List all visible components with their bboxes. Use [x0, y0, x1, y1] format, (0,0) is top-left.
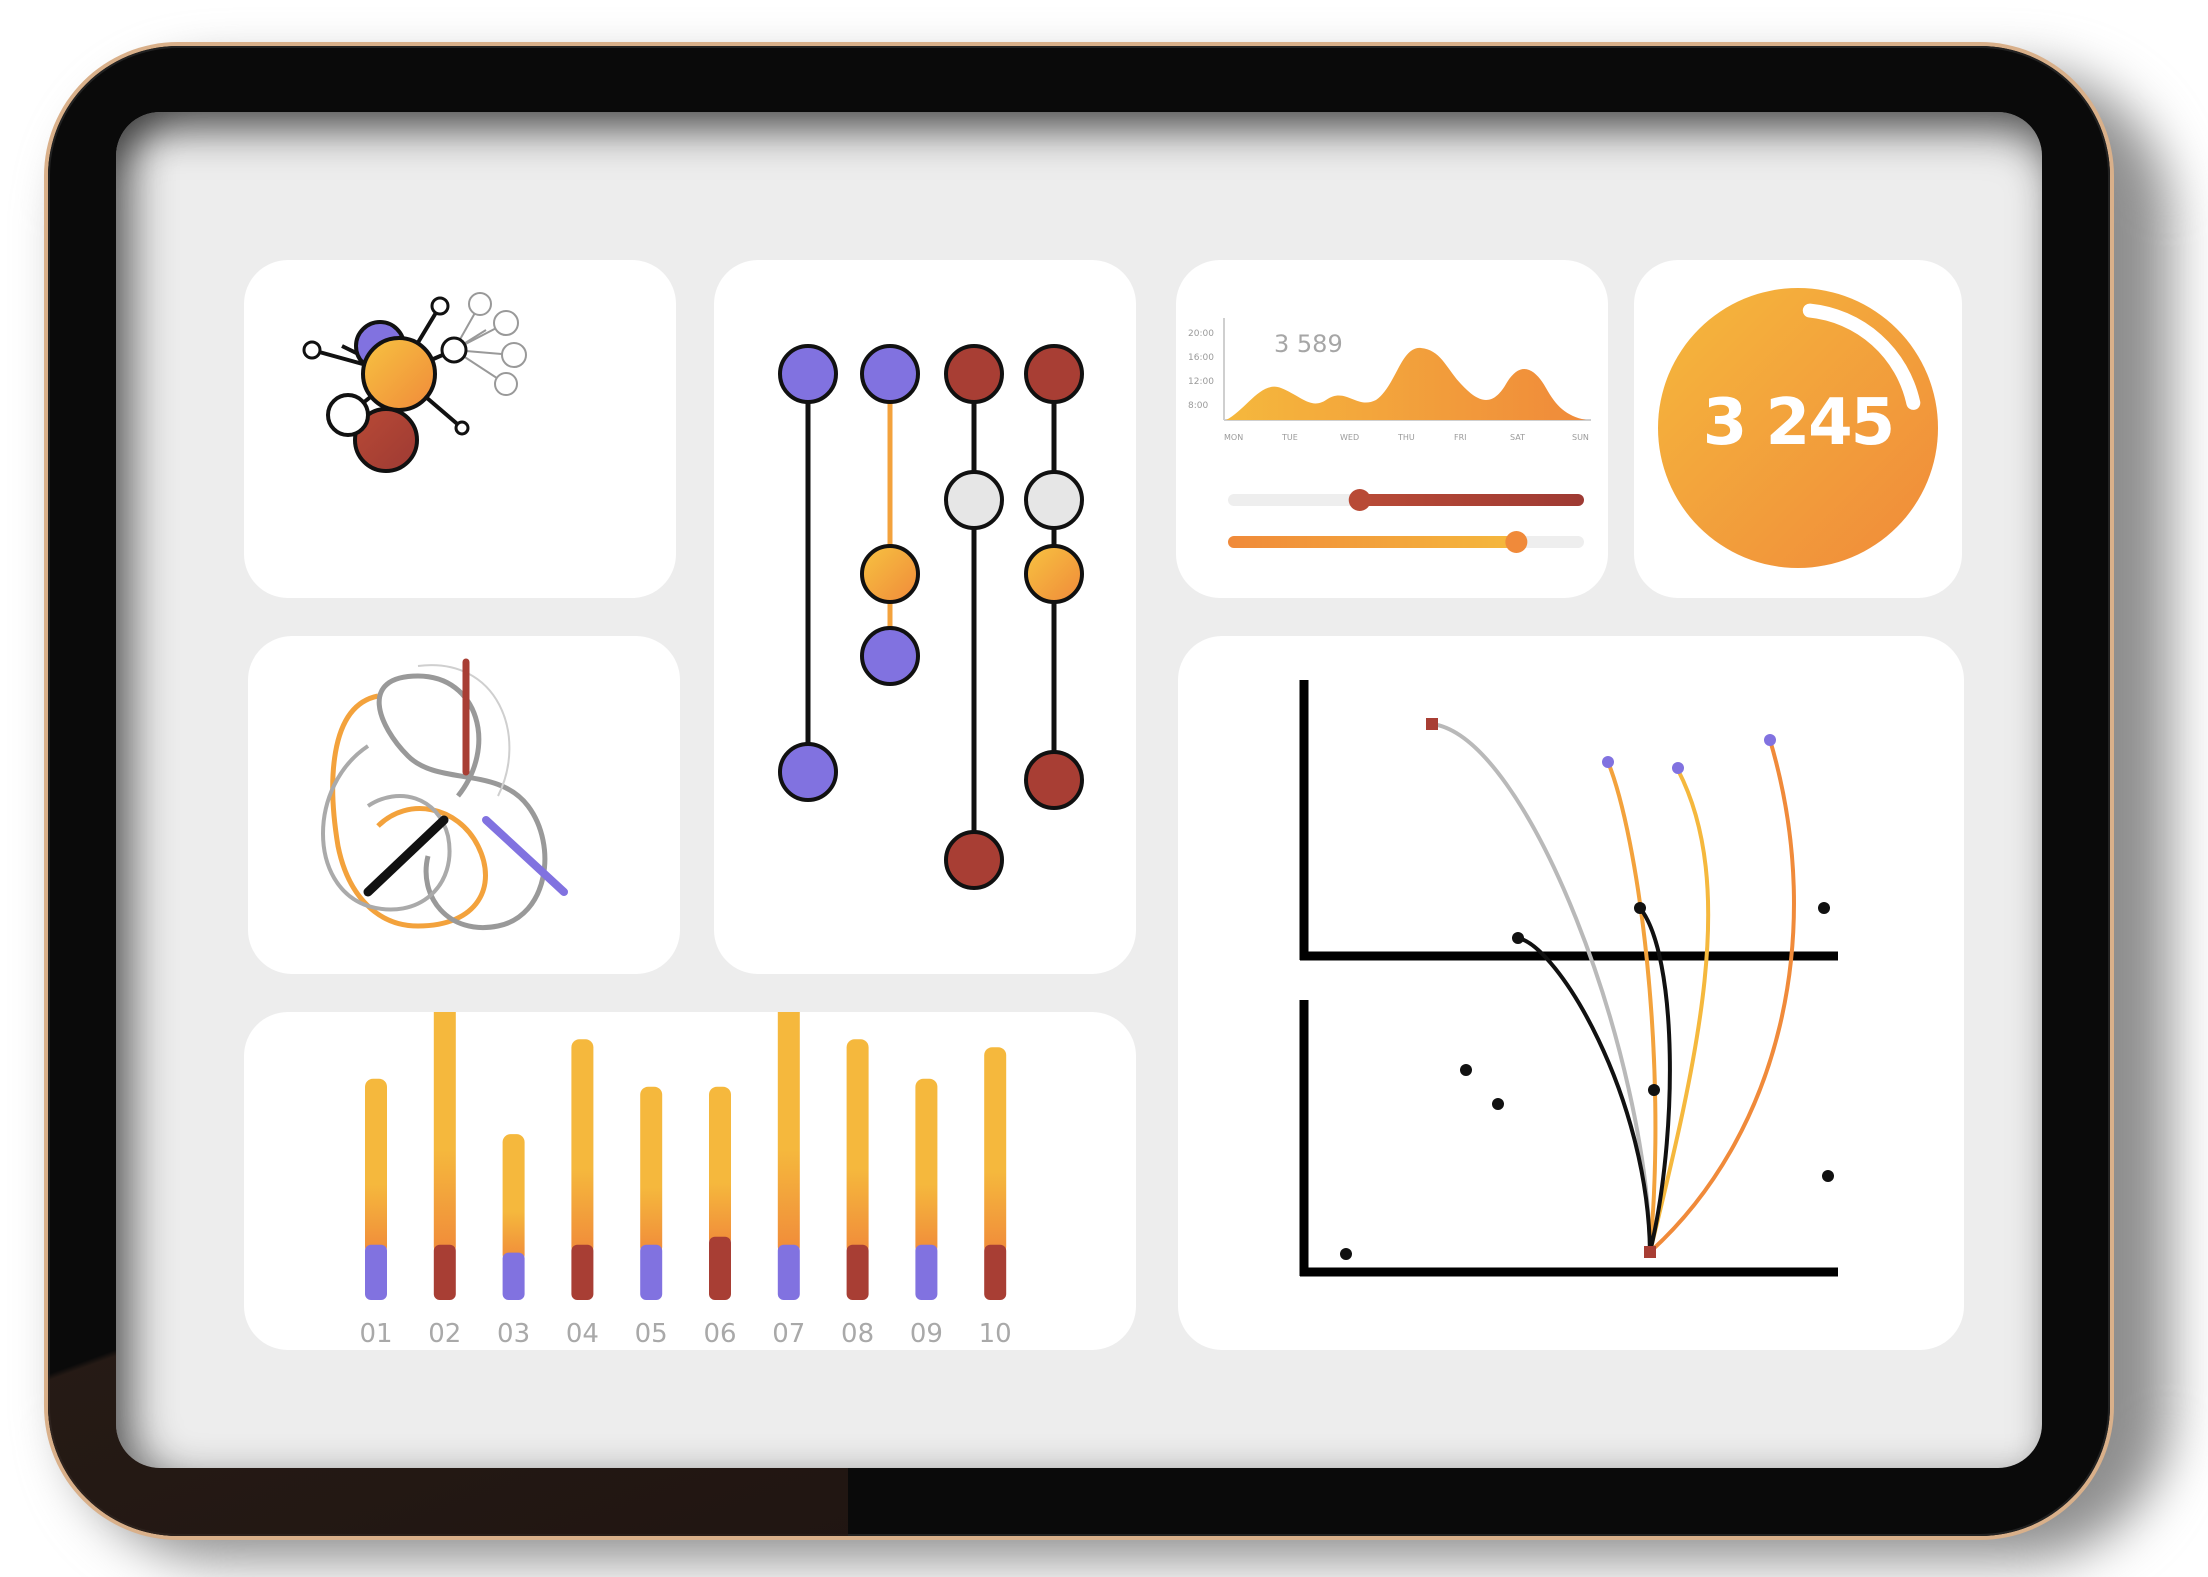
bar-label-01: 01: [359, 1319, 392, 1349]
bar-label-09: 09: [910, 1319, 943, 1349]
area-chart-card: 3 589 20:00 16:00 12:00 8:00 MON TUE: [1176, 260, 1608, 598]
bar-top-05: [640, 1086, 663, 1255]
y-tick-3: 8:00: [1188, 401, 1208, 411]
bar-bottom-10: [984, 1244, 1007, 1300]
scatter-card: [1178, 636, 1964, 1350]
bar-label-08: 08: [841, 1319, 874, 1349]
x-tick-4: FRI: [1454, 433, 1467, 442]
bar-bottom-07: [777, 1244, 800, 1300]
bar-chart-card: 01 02 03 04 05 06 07 08 09 10: [244, 1012, 1136, 1350]
bar-top-09: [915, 1078, 938, 1255]
bar-bottom-08: [846, 1244, 869, 1300]
bar-label-05: 05: [635, 1319, 668, 1349]
x-tick-2: WED: [1340, 433, 1359, 442]
slider-2[interactable]: [1228, 531, 1584, 553]
x-tick-3: THU: [1397, 433, 1415, 442]
knot-diagram-icon: [321, 658, 568, 930]
x-tick-5: SAT: [1510, 433, 1525, 442]
knot-card: [248, 636, 680, 974]
bar-bottom-02: [433, 1244, 456, 1300]
bar-label-02: 02: [428, 1319, 461, 1349]
bar-label-04: 04: [566, 1319, 599, 1349]
y-tick-0: 20:00: [1188, 329, 1214, 339]
network-node-red: [353, 407, 419, 473]
x-tick-1: TUE: [1281, 433, 1298, 442]
slider-1[interactable]: [1228, 489, 1584, 511]
timeline-diagram-icon: [778, 344, 1084, 890]
bar-top-04: [571, 1039, 594, 1255]
bar-bottom-09: [915, 1244, 938, 1300]
bar-top-07: [777, 1012, 800, 1255]
stat-gauge: [1658, 288, 1938, 568]
bar-top-06: [709, 1086, 731, 1247]
scatter-curve-icon: [1299, 680, 1838, 1277]
stat-card: 3 245: [1634, 260, 1962, 598]
area-chart-value: 3 589: [1274, 330, 1343, 358]
bar-top-03: [502, 1134, 525, 1263]
bar-chart: 01 02 03 04 05 06 07 08 09 10: [359, 1012, 1012, 1349]
network-node-hub: [361, 336, 437, 412]
bar-top-02: [433, 1012, 456, 1255]
bar-label-07: 07: [772, 1319, 805, 1349]
network-card: [244, 260, 676, 598]
y-tick-2: 12:00: [1188, 377, 1214, 387]
x-tick-6: SUN: [1572, 433, 1589, 442]
x-tick-0: MON: [1224, 433, 1243, 442]
bar-top-08: [846, 1039, 869, 1255]
bar-label-03: 03: [497, 1319, 530, 1349]
stat-value: 3 245: [1702, 386, 1895, 460]
bar-bottom-03: [502, 1252, 525, 1300]
network-diagram-icon: [302, 292, 527, 473]
tablet-screen: 3 589 20:00 16:00 12:00 8:00 MON TUE: [116, 112, 2042, 1468]
bar-top-10: [984, 1047, 1007, 1255]
timeline-card: [714, 260, 1136, 974]
area-series: [1226, 347, 1586, 420]
bar-top-01: [365, 1078, 387, 1255]
bar-label-10: 10: [979, 1319, 1012, 1349]
area-chart: 20:00 16:00 12:00 8:00 MON TUE WED THU F…: [1188, 318, 1591, 553]
bar-bottom-01: [365, 1244, 387, 1300]
bar-bottom-04: [571, 1244, 594, 1300]
bar-label-06: 06: [703, 1319, 736, 1349]
y-tick-1: 16:00: [1188, 353, 1214, 363]
bar-bottom-05: [640, 1244, 663, 1300]
bar-bottom-06: [709, 1236, 731, 1300]
